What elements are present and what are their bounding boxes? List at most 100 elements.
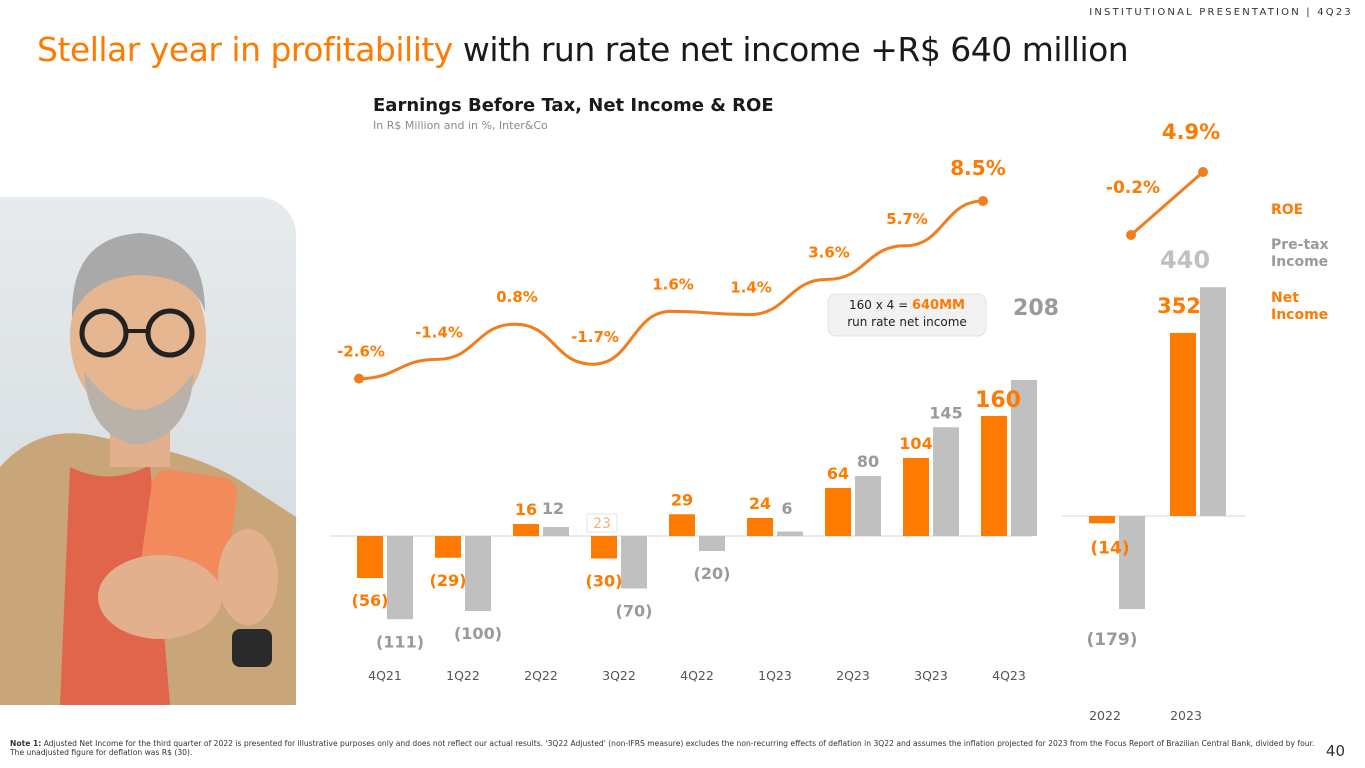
net-income-label: 24 bbox=[749, 494, 771, 513]
x-tick-label: 4Q23 bbox=[992, 668, 1026, 683]
callout-line1: 160 x 4 = 640MM bbox=[849, 298, 965, 313]
chart-title: Earnings Before Tax, Net Income & ROE bbox=[373, 95, 774, 116]
annual-roe-point bbox=[1126, 230, 1136, 240]
person-photo bbox=[0, 197, 296, 705]
x-tick-label: 2Q23 bbox=[836, 668, 870, 683]
net-income-label: 29 bbox=[671, 490, 693, 509]
roe-line bbox=[358, 199, 984, 381]
net-income-bar bbox=[981, 416, 1007, 536]
page-number: 40 bbox=[1325, 742, 1345, 760]
pretax-bar bbox=[543, 527, 569, 536]
roe-label: -1.7% bbox=[571, 328, 619, 346]
title-highlight: Stellar year in profitability bbox=[37, 30, 453, 69]
net-income-bar bbox=[669, 514, 695, 536]
net-income-bar bbox=[357, 536, 383, 578]
legend-item: Pre-tax Income bbox=[1271, 237, 1329, 270]
legend-item: ROE bbox=[1271, 202, 1303, 218]
x-tick-label: 1Q23 bbox=[758, 668, 792, 683]
net-income-bar bbox=[513, 524, 539, 536]
x-tick-label: 3Q23 bbox=[914, 668, 948, 683]
pretax-label: 80 bbox=[857, 452, 879, 471]
net-income-label: 160 bbox=[975, 388, 1021, 413]
net-income-bar bbox=[903, 458, 929, 536]
title-rest: with run rate net income +R$ 640 million bbox=[452, 30, 1129, 69]
net-income-label: (29) bbox=[430, 571, 467, 590]
quarterly-bars: (56) (111) 4Q21 (29) (100) 1Q22 16 12 2Q22 (30) (7… bbox=[352, 296, 1059, 683]
pretax-bar bbox=[621, 536, 647, 589]
x-tick-label: 3Q22 bbox=[602, 668, 636, 683]
chart-subtitle: In R$ Million and in %, Inter&Co bbox=[373, 119, 548, 132]
pretax-label: 6 bbox=[781, 499, 792, 518]
roe-point bbox=[354, 373, 364, 384]
net-income-label: 104 bbox=[899, 434, 932, 453]
x-tick-label: 4Q21 bbox=[368, 668, 402, 683]
annual-roe-point bbox=[1198, 167, 1208, 177]
roe-point bbox=[978, 196, 988, 206]
adjusted-3q22-box bbox=[586, 513, 618, 533]
pretax-label: 12 bbox=[542, 499, 564, 518]
annual-pretax-bar bbox=[1119, 516, 1145, 610]
annual-pretax-bar bbox=[1200, 287, 1226, 516]
annual-roe-label: -0.2% bbox=[1106, 178, 1160, 198]
pretax-label: (100) bbox=[454, 624, 502, 643]
roe-label: 0.8% bbox=[496, 288, 538, 306]
annual-roe-line: -0.2% 4.9% bbox=[1106, 120, 1220, 240]
net-income-bar bbox=[747, 518, 773, 536]
pretax-label: 208 bbox=[1013, 296, 1059, 321]
footnote-text: Adjusted Net Income for the third quarte… bbox=[10, 739, 1315, 757]
page-title: Stellar year in profitability with run r… bbox=[37, 30, 1129, 69]
annual-net-income-bar bbox=[1170, 332, 1196, 516]
pretax-bar bbox=[1011, 380, 1037, 536]
legend: ROE Pre-tax Income Net Income bbox=[1271, 202, 1329, 323]
annual-x-tick-label: 2023 bbox=[1170, 708, 1202, 723]
callout-box bbox=[827, 293, 987, 337]
roe-label: 3.6% bbox=[808, 243, 850, 261]
pretax-bar bbox=[777, 531, 803, 536]
net-income-label: (30) bbox=[586, 572, 623, 591]
pretax-bar bbox=[855, 476, 881, 536]
annual-bars: (14) (179) 2022 352 440 2023 bbox=[1086, 246, 1226, 723]
roe-label: -1.4% bbox=[415, 323, 463, 341]
net-income-bar bbox=[591, 536, 617, 559]
annual-net-income-label: (14) bbox=[1090, 538, 1129, 558]
pretax-label: 145 bbox=[929, 403, 962, 422]
roe-label: 1.4% bbox=[730, 279, 772, 297]
footnote-label: Note 1: bbox=[10, 739, 42, 748]
pretax-label: (70) bbox=[616, 602, 653, 621]
presentation-tag: INSTITUTIONAL PRESENTATION | 4Q23 bbox=[1089, 7, 1353, 18]
net-income-label: (56) bbox=[352, 591, 389, 610]
annual-net-income-label: 352 bbox=[1157, 294, 1201, 318]
pretax-bar bbox=[699, 536, 725, 551]
run-rate-callout: 160 x 4 = 640MM run rate net income bbox=[827, 293, 987, 337]
pretax-bar bbox=[465, 536, 491, 611]
roe-label: -2.6% bbox=[337, 343, 385, 361]
annual-pretax-label: 440 bbox=[1160, 246, 1210, 274]
annual-roe-line bbox=[1130, 170, 1204, 237]
callout-line2: run rate net income bbox=[847, 315, 967, 329]
x-tick-label: 4Q22 bbox=[680, 668, 714, 683]
quarterly-roe-line: -2.6% -1.4% 0.8% -1.7% 1.6% 1.4% 3.6% 5.7% 8.5% bbox=[337, 156, 1006, 384]
legend-item: Net Income bbox=[1271, 290, 1328, 323]
adjusted-3q22-label: 23 bbox=[593, 516, 611, 532]
net-income-bar bbox=[825, 488, 851, 536]
annual-net-income-bar bbox=[1089, 516, 1115, 524]
pretax-label: (111) bbox=[376, 632, 424, 651]
net-income-label: 16 bbox=[515, 500, 537, 519]
pretax-bar bbox=[387, 536, 413, 620]
callout-highlight: 640MM bbox=[912, 298, 965, 313]
net-income-bar bbox=[435, 536, 461, 558]
annual-pretax-label: (179) bbox=[1086, 630, 1137, 650]
x-tick-label: 1Q22 bbox=[446, 668, 480, 683]
pretax-bar bbox=[933, 427, 959, 536]
roe-label: 5.7% bbox=[886, 210, 928, 228]
annual-roe-label: 4.9% bbox=[1162, 120, 1220, 144]
pretax-label: (20) bbox=[694, 564, 731, 583]
annual-x-tick-label: 2022 bbox=[1089, 708, 1121, 723]
roe-label: 1.6% bbox=[652, 275, 694, 293]
footnote: Note 1: Adjusted Net Income for the thir… bbox=[10, 739, 1320, 757]
net-income-label: 64 bbox=[827, 464, 849, 483]
callout-prefix: 160 x 4 = bbox=[849, 298, 912, 312]
roe-label: 8.5% bbox=[950, 156, 1005, 180]
x-tick-label: 2Q22 bbox=[524, 668, 558, 683]
